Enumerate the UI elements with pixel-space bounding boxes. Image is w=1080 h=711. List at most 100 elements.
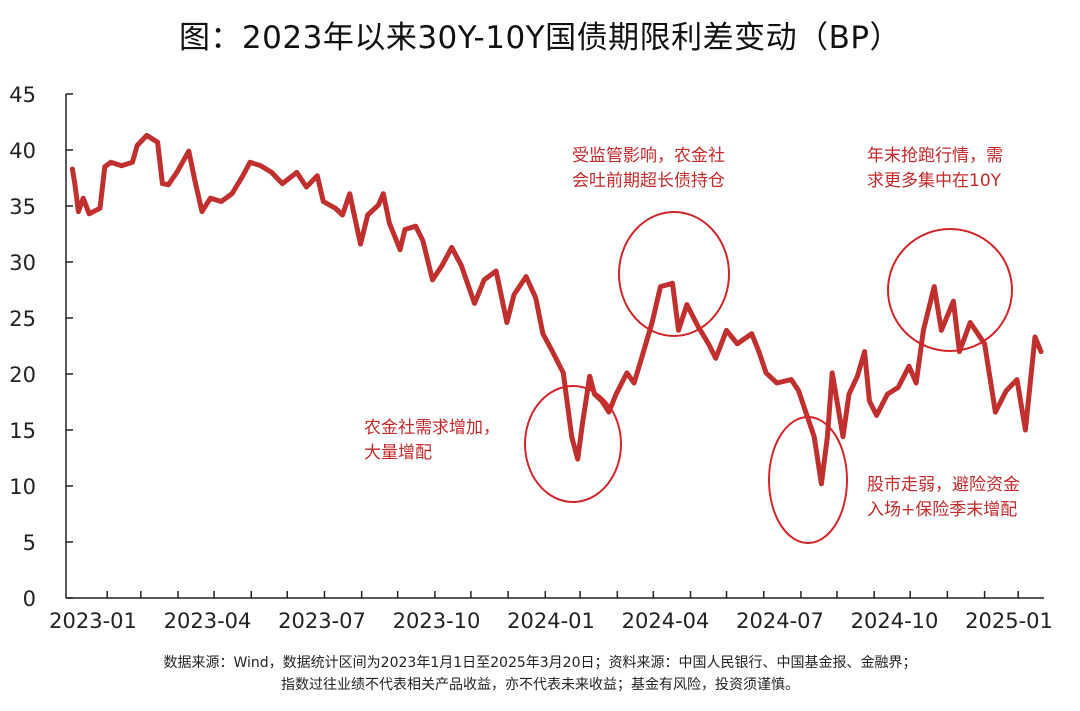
data-point bbox=[430, 277, 435, 283]
y-tick-label: 5 bbox=[23, 531, 36, 555]
data-point bbox=[459, 263, 464, 268]
data-point bbox=[789, 377, 794, 382]
data-point bbox=[340, 212, 345, 218]
data-point bbox=[840, 434, 846, 439]
y-tick-label: 0 bbox=[23, 587, 36, 611]
y-tick-label: 35 bbox=[9, 195, 36, 219]
annotation-circle-3 bbox=[768, 416, 848, 544]
x-tick-label: 2023-07 bbox=[278, 609, 366, 633]
data-point bbox=[511, 292, 517, 297]
data-point bbox=[670, 281, 675, 286]
data-point bbox=[269, 170, 274, 175]
data-point bbox=[174, 170, 180, 175]
data-point bbox=[713, 356, 718, 361]
data-point bbox=[192, 178, 198, 183]
data-point bbox=[247, 160, 253, 165]
data-point bbox=[219, 199, 224, 204]
data-point bbox=[186, 148, 192, 154]
data-point bbox=[825, 434, 830, 439]
data-point bbox=[315, 173, 320, 178]
data-point bbox=[280, 181, 285, 186]
data-point bbox=[160, 181, 165, 186]
data-point bbox=[321, 199, 326, 204]
data-point bbox=[921, 328, 926, 333]
data-point bbox=[333, 206, 338, 211]
data-point bbox=[229, 191, 235, 196]
data-point bbox=[102, 164, 108, 169]
data-point bbox=[993, 409, 998, 415]
data-point bbox=[420, 238, 426, 243]
data-point bbox=[855, 374, 860, 379]
y-tick-label: 10 bbox=[9, 475, 36, 499]
data-point bbox=[70, 166, 75, 172]
data-point bbox=[649, 320, 655, 325]
data-point bbox=[504, 320, 510, 325]
x-tick-label: 2023-01 bbox=[49, 609, 137, 633]
data-point bbox=[155, 139, 160, 145]
x-tick-label: 2024-07 bbox=[736, 609, 824, 633]
data-point bbox=[658, 284, 663, 289]
data-point bbox=[631, 380, 637, 386]
data-point bbox=[481, 277, 487, 283]
data-point bbox=[735, 341, 740, 346]
chart-title: 图：2023年以来30Y-10Y国债期限利差变动（BP） bbox=[178, 20, 902, 56]
data-point bbox=[240, 173, 246, 178]
data-point bbox=[1038, 349, 1044, 354]
data-point bbox=[199, 209, 205, 214]
data-point bbox=[587, 374, 592, 379]
data-point bbox=[895, 385, 901, 390]
annotation-circle-2 bbox=[618, 211, 730, 337]
x-tick-label: 2023-10 bbox=[393, 609, 481, 633]
footer-source-note: 数据来源：Wind，数据统计区间为2023年1月1日至2025年3月20日；资料… bbox=[163, 655, 917, 671]
data-point bbox=[81, 195, 86, 201]
axes: 0 5 10 15 20 25 30 35 40 45 2023-01 2023-04 2023-07 2… bbox=[9, 83, 1053, 633]
x-tick-label: 2024-01 bbox=[507, 609, 595, 633]
data-point bbox=[304, 184, 309, 190]
data-point bbox=[906, 363, 912, 369]
series-line bbox=[69, 132, 1044, 487]
data-point bbox=[684, 302, 690, 307]
data-point bbox=[108, 160, 114, 165]
data-point bbox=[449, 245, 454, 250]
data-point bbox=[829, 370, 835, 376]
data-point bbox=[640, 352, 645, 358]
data-point bbox=[676, 328, 681, 333]
annotation-circle-4 bbox=[887, 228, 1013, 352]
data-point bbox=[913, 380, 919, 386]
data-point bbox=[811, 434, 817, 439]
data-point bbox=[796, 388, 801, 393]
data-point bbox=[749, 331, 754, 336]
data-point bbox=[774, 380, 780, 386]
y-tick-label: 45 bbox=[9, 83, 36, 107]
annotation-circle-1 bbox=[524, 385, 622, 503]
y-tick-label: 15 bbox=[9, 419, 36, 443]
data-point bbox=[756, 349, 762, 354]
footer-disclaimer: 指数过往业绩不代表相关产品收益，亦不代表未来收益；基金有风险，投资须谨慎。 bbox=[281, 677, 799, 693]
data-point bbox=[885, 391, 890, 397]
data-point bbox=[1023, 427, 1028, 433]
data-point bbox=[575, 456, 580, 462]
data-point bbox=[119, 163, 124, 168]
x-tick-label: 2024-04 bbox=[622, 609, 710, 633]
data-point bbox=[819, 481, 824, 486]
data-point bbox=[613, 391, 619, 397]
data-point bbox=[862, 349, 867, 354]
data-point bbox=[951, 299, 956, 304]
data-point bbox=[580, 421, 585, 426]
data-point bbox=[695, 323, 700, 329]
data-point bbox=[1014, 377, 1020, 382]
annotation-text-2: 受监管影响，农金社 会吐前期超长债持仓 bbox=[572, 146, 725, 191]
data-point bbox=[381, 191, 386, 196]
data-point bbox=[144, 133, 150, 138]
data-point bbox=[624, 370, 630, 376]
data-point bbox=[931, 284, 937, 289]
series-line-group bbox=[69, 132, 1044, 487]
data-point bbox=[402, 227, 408, 232]
y-tick-label: 40 bbox=[9, 139, 36, 163]
data-point bbox=[294, 170, 300, 175]
data-point bbox=[472, 301, 477, 306]
y-tick-label: 30 bbox=[9, 251, 36, 275]
data-point bbox=[540, 331, 546, 336]
data-point bbox=[939, 328, 944, 333]
data-point bbox=[523, 274, 529, 279]
